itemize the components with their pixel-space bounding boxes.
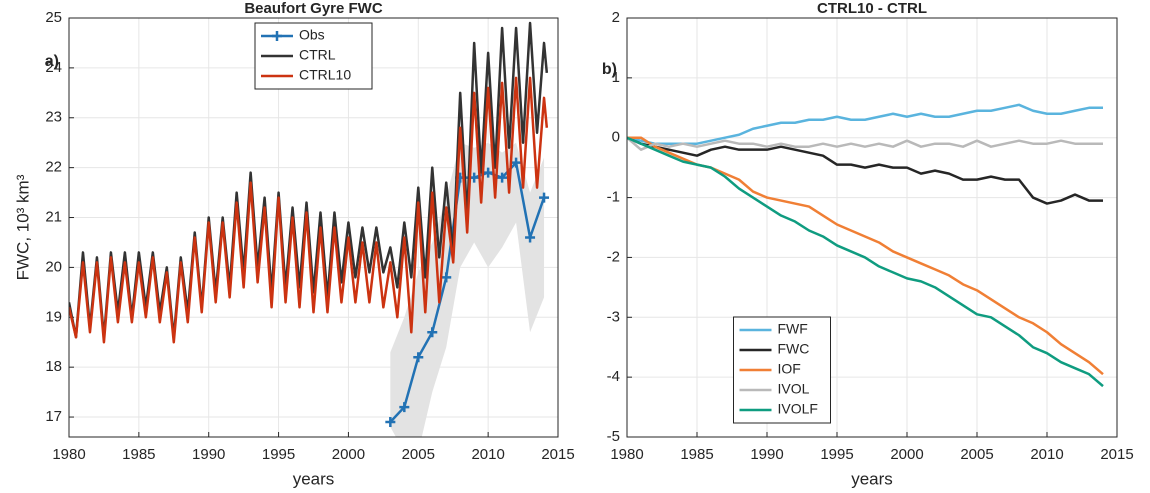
x-tick-label: 1995 — [262, 446, 295, 463]
y-tick-label: 21 — [45, 208, 62, 225]
marker — [385, 417, 396, 428]
legend: FWF FWC IOF IVOL IVOLF — [733, 316, 831, 424]
marker — [399, 402, 410, 413]
y-tick-label: 20 — [45, 258, 62, 275]
legend-label: Obs — [299, 27, 325, 43]
axes-box — [626, 17, 1118, 438]
y-tick-label: 17 — [45, 408, 62, 425]
panel-label: a) — [45, 53, 59, 70]
x-tick-label: 2000 — [890, 446, 923, 463]
y-tick-label: 24 — [45, 59, 62, 76]
marker — [511, 157, 522, 168]
legend-marker — [272, 31, 282, 41]
chart-title: Beaufort Gyre FWC — [244, 0, 383, 17]
chart-title: CTRL10 - CTRL — [817, 0, 927, 17]
x-tick-label: 1980 — [52, 446, 85, 463]
plot-content — [627, 103, 1104, 388]
y-axis-label: FWC, 10³ km³ — [13, 174, 32, 280]
y-tick-label: -1 — [607, 189, 620, 206]
x-tick-label: 1980 — [610, 446, 643, 463]
legend-label: FWC — [778, 341, 810, 357]
legend-label: FWF — [778, 321, 808, 337]
panel-label: b) — [602, 61, 617, 78]
x-axis-label: years — [293, 469, 335, 488]
x-tick-label: 1990 — [750, 446, 783, 463]
legend-label: CTRL — [299, 47, 336, 63]
plot-area — [627, 18, 1117, 437]
x-tick-label: 1995 — [820, 446, 853, 463]
legend-label: IOF — [778, 361, 801, 377]
series-line — [627, 136, 1103, 151]
y-tick-label: 19 — [45, 308, 62, 325]
plot-content — [69, 21, 550, 437]
x-tick-label: 1990 — [192, 446, 225, 463]
legend: Obs CTRL CTRL10 — [254, 22, 373, 90]
marker — [497, 172, 508, 183]
x-tick-label: 1985 — [680, 446, 713, 463]
y-tick-label: -4 — [607, 368, 620, 385]
y-tick-label: 22 — [45, 159, 62, 176]
x-tick-label: 2000 — [332, 446, 365, 463]
series-line — [389, 161, 546, 423]
legend-label: IVOL — [778, 381, 810, 397]
marker — [413, 352, 424, 363]
x-tick-label: 1985 — [122, 446, 155, 463]
x-tick-label: 2010 — [471, 446, 504, 463]
x-tick-label: 2005 — [402, 446, 435, 463]
y-tick-label: -5 — [607, 428, 620, 445]
series-line — [627, 136, 1103, 205]
series-line — [627, 136, 1104, 388]
y-tick-label: -2 — [607, 248, 620, 265]
marker — [441, 272, 452, 283]
series-line — [69, 76, 549, 344]
legend-label: IVOLF — [778, 401, 818, 417]
y-tick-label: 1 — [612, 69, 620, 86]
x-tick-label: 2005 — [960, 446, 993, 463]
y-tick-label: 2 — [612, 9, 620, 26]
y-tick-label: 0 — [612, 129, 620, 146]
x-tick-label: 2015 — [541, 446, 574, 463]
marker — [525, 232, 536, 243]
y-tick-label: 18 — [45, 358, 62, 375]
x-axis-label: years — [851, 469, 893, 488]
marker — [427, 327, 438, 338]
x-tick-label: 2010 — [1030, 446, 1063, 463]
marker — [539, 192, 550, 203]
y-tick-label: 25 — [45, 9, 62, 26]
series-line — [627, 103, 1103, 145]
legend-label: CTRL10 — [299, 67, 351, 83]
y-tick-label: -3 — [607, 308, 620, 325]
x-tick-label: 2015 — [1100, 446, 1133, 463]
marker — [483, 167, 494, 178]
axes-box — [68, 17, 559, 438]
y-tick-label: 23 — [45, 109, 62, 126]
uncertainty-band — [390, 142, 545, 437]
